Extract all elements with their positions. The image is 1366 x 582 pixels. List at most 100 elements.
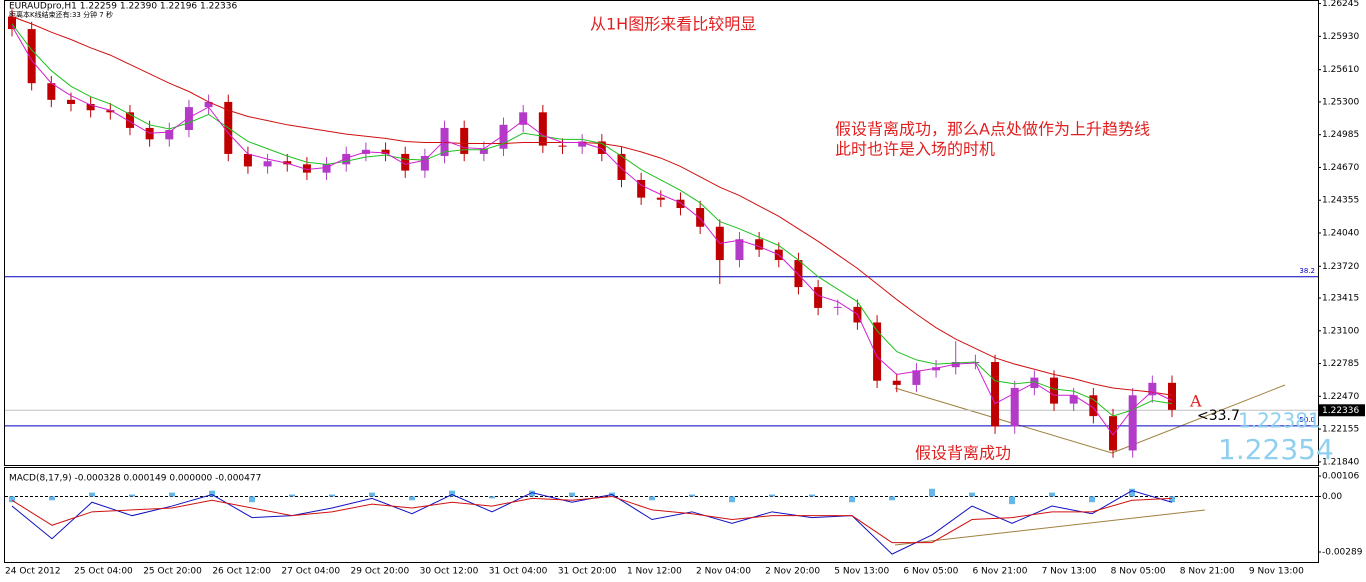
candle-body [66, 99, 75, 104]
trend-line [894, 509, 1206, 546]
x-tick-label: 6 Nov 21:00 [972, 567, 1027, 577]
candle-body [106, 110, 115, 113]
candle-body [1069, 395, 1078, 404]
candle-body [912, 370, 921, 385]
candle-body [8, 16, 16, 30]
x-tick-label: 25 Oct 20:00 [143, 567, 202, 577]
x-tick-label: 24 Oct 2012 [5, 567, 61, 577]
y-tick-label: -0.00289 [1322, 548, 1363, 558]
price-label: 1.22336 [1322, 406, 1359, 416]
ma-line [11, 25, 1173, 436]
histogram-bar [569, 492, 575, 497]
candle-body [401, 153, 410, 171]
histogram-bar [329, 494, 335, 497]
annotation: 1.22381 [1238, 409, 1321, 433]
candle-body [755, 239, 764, 250]
histogram-bar [769, 494, 775, 497]
candle-body [322, 164, 331, 173]
y-tick-label: 1.24670 [1322, 163, 1359, 173]
y-tick-label: 1.23100 [1322, 326, 1359, 336]
candle-body [814, 287, 823, 308]
annotation: 假设背离成功 [915, 444, 1011, 463]
histogram-bar [249, 496, 255, 503]
candle-body [165, 130, 174, 140]
x-tick-label: 29 Oct 20:00 [351, 567, 410, 577]
candle-body [1128, 395, 1137, 451]
candle-body [243, 153, 252, 167]
x-tick-label: 31 Oct 20:00 [558, 567, 617, 577]
candle-body [86, 103, 95, 111]
y-tick-label: 1.22155 [1322, 425, 1359, 435]
macd-panel [4, 467, 1319, 563]
x-tick-label: 1 Nov 12:00 [627, 567, 682, 577]
candle-body [342, 153, 351, 165]
histogram-bar [1009, 496, 1015, 505]
candle-body [656, 197, 665, 200]
candle-body [932, 367, 941, 371]
x-tick-label: 30 Oct 12:00 [420, 567, 479, 577]
plot: 1.26245 1.25930 1.25610 1.25300 1.24985 1.246… [5, 0, 1365, 577]
price-box [1319, 404, 1365, 417]
candle-body [479, 148, 488, 154]
x-tick-label: 8 Nov 05:00 [1111, 567, 1166, 577]
histogram-bar [1169, 496, 1175, 503]
trend-line [894, 387, 1113, 454]
x-tick-label: 2 Nov 04:00 [696, 567, 751, 577]
candle-body [184, 107, 193, 131]
annotation: 假设背离成功，那么A点处做作为上升趋势线 [835, 120, 1150, 139]
histogram-bar [369, 492, 375, 497]
candle-body [302, 164, 311, 173]
candle-body [499, 124, 508, 149]
candle-body [1109, 416, 1118, 451]
histogram-bar [809, 494, 815, 497]
y-tick-label: 1.21840 [1322, 457, 1359, 467]
histogram-bar [649, 496, 655, 501]
candle-body [1148, 382, 1157, 396]
y-tick-label: 1.24985 [1322, 130, 1359, 140]
candle-body [1168, 382, 1176, 410]
x-tick-label: 25 Oct 04:00 [74, 567, 133, 577]
candle-body [892, 380, 901, 385]
y-tick-label: 1.22470 [1322, 392, 1359, 402]
histogram-bar [1129, 488, 1135, 497]
annotation: 从1H图形来看比较明显 [590, 15, 756, 34]
candle-body [1089, 395, 1098, 417]
y-tick-label: 1.24355 [1322, 196, 1359, 206]
candle-body [1050, 377, 1059, 404]
y-tick-label: 1.25930 [1322, 32, 1359, 42]
y-tick-label: 1.24040 [1322, 229, 1359, 239]
y-tick-label: 1.26245 [1322, 0, 1359, 9]
histogram-bar [409, 496, 415, 501]
annotation: A [1189, 392, 1202, 411]
candle-body [538, 112, 547, 146]
level-label: 50.0 [1299, 416, 1315, 424]
y-tick-label: 1.22785 [1322, 359, 1359, 369]
histogram-bar [1089, 496, 1095, 503]
histogram-bar [529, 490, 535, 497]
candle-body [381, 149, 390, 154]
annotation: <33.7 [1197, 408, 1240, 424]
ma-line [11, 495, 1173, 544]
histogram-bar [49, 496, 55, 501]
annotation: 1.22354 [1218, 433, 1334, 466]
candle-body [578, 141, 587, 147]
y-tick-label: 1.23415 [1322, 294, 1359, 304]
y-tick-label: 1.25610 [1322, 65, 1359, 75]
chart-title: EURAUDpro,H1 1.22259 1.22390 1.22196 1.2… [9, 2, 237, 12]
candle-body [617, 153, 626, 180]
ma-line [11, 23, 1173, 417]
candle-body [1010, 388, 1019, 427]
candle-body [420, 156, 429, 171]
histogram-bar [209, 490, 215, 497]
candle-body [263, 161, 272, 167]
x-tick-label: 27 Oct 04:00 [281, 567, 340, 577]
histogram-bar [489, 496, 495, 499]
histogram-bar [849, 496, 855, 503]
candle-body [519, 112, 528, 125]
y-tick-label: 1.23720 [1322, 262, 1359, 272]
candle-body [833, 306, 842, 308]
candle-body [460, 127, 469, 154]
level-label: 38.2 [1299, 267, 1315, 275]
chart-subtitle: 距离本K线结束还有:33 分钟 7 秒 [9, 10, 113, 19]
